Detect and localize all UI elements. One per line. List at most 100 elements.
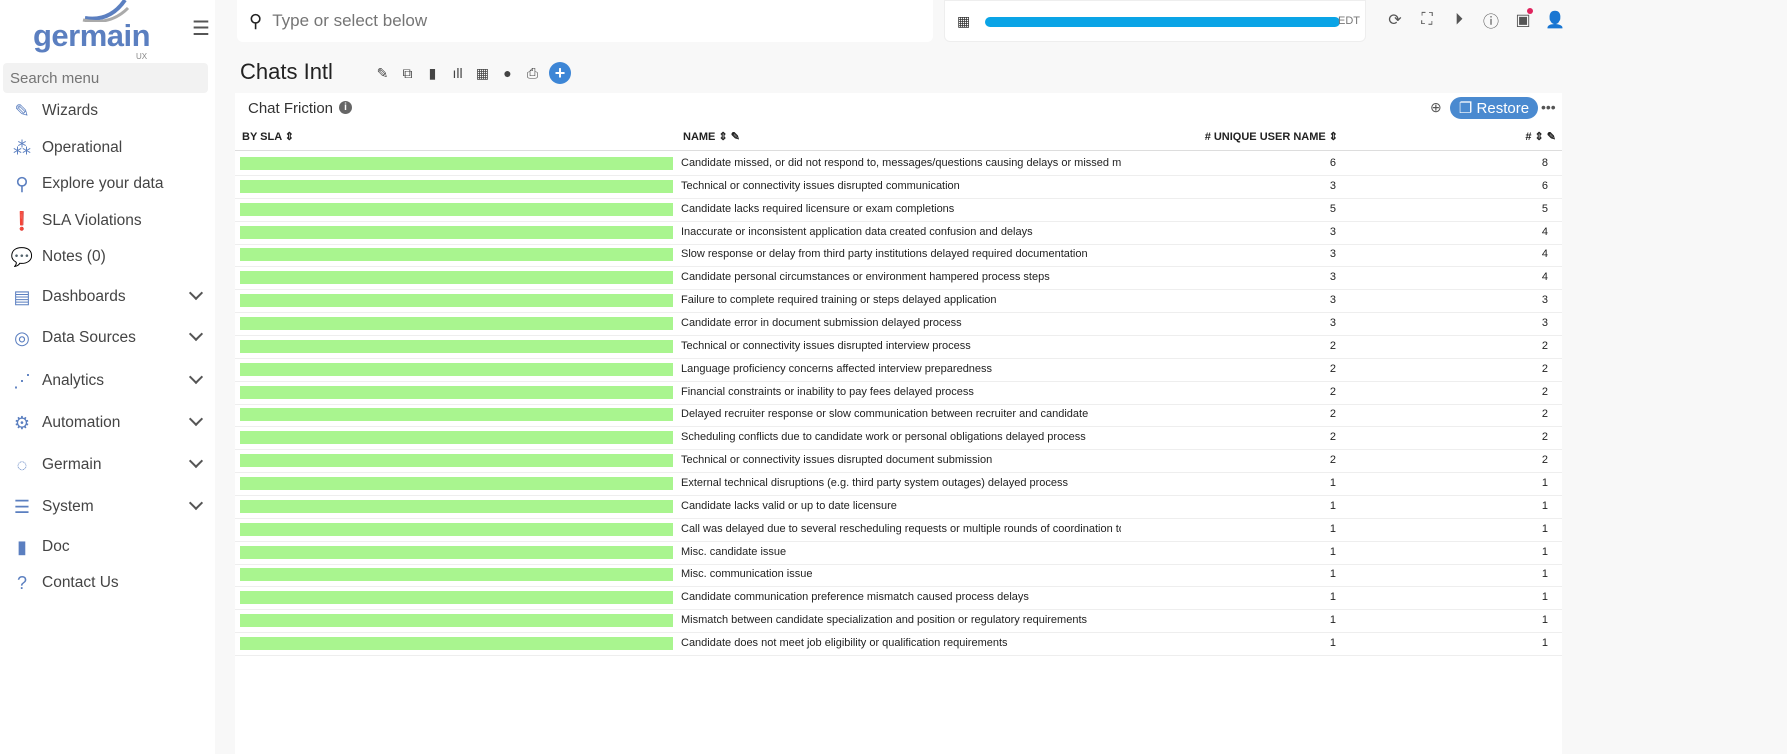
- table-row[interactable]: Candidate personal circumstances or envi…: [235, 267, 1562, 291]
- sidebar-item-germain[interactable]: ◌ Germain: [0, 448, 215, 482]
- calendar-icon[interactable]: ▦: [475, 64, 490, 81]
- page-title: Chats Intl: [240, 59, 333, 84]
- refresh-icon[interactable]: ⟳: [1388, 12, 1402, 29]
- table-row[interactable]: Candidate does not meet job eligibility …: [235, 633, 1562, 657]
- bookmark-icon[interactable]: ▮: [428, 64, 437, 81]
- chevron-down-icon[interactable]: [188, 369, 204, 385]
- table-row[interactable]: Failure to complete required training or…: [235, 290, 1562, 314]
- chevron-down-icon[interactable]: [188, 411, 204, 427]
- chevron-down-icon[interactable]: [188, 285, 204, 301]
- date-range-picker[interactable]: ▦ EDT: [944, 0, 1366, 42]
- table-row[interactable]: External technical disruptions (e.g. thi…: [235, 473, 1562, 497]
- table-row[interactable]: Scheduling conflicts due to candidate wo…: [235, 427, 1562, 451]
- table-row[interactable]: Slow response or delay from third party …: [235, 244, 1562, 268]
- table-row[interactable]: Mismatch between candidate specializatio…: [235, 610, 1562, 634]
- table-row[interactable]: Misc. communication issue 1 1: [235, 564, 1562, 588]
- germain-logo[interactable]: germain UX: [30, 0, 160, 61]
- fullscreen-icon[interactable]: ⛶: [1421, 11, 1433, 28]
- sla-bar: [240, 477, 673, 491]
- sidebar-item-system[interactable]: ☰ System: [0, 490, 215, 524]
- logo-subtext: UX: [136, 52, 148, 61]
- info-icon[interactable]: i: [339, 101, 352, 114]
- column-header-by-sla[interactable]: BY SLA ⇕: [242, 131, 295, 143]
- table-row[interactable]: Candidate communication preference misma…: [235, 587, 1562, 611]
- chevron-down-icon[interactable]: [188, 326, 204, 342]
- user-icon[interactable]: 👤: [1545, 12, 1565, 29]
- hamburger-menu-icon[interactable]: ☰: [192, 18, 210, 40]
- sidebar-item-explore-your-data[interactable]: ⚲ Explore your data: [0, 167, 215, 201]
- sidebar-item-contact-us[interactable]: ? Contact Us: [0, 566, 215, 600]
- sla-bar: [240, 157, 673, 170]
- unique-user-count-cell: 2: [1329, 362, 1336, 375]
- logo-text: germain: [33, 18, 151, 53]
- table-row[interactable]: Technical or connectivity issues disrupt…: [235, 450, 1562, 474]
- zoom-in-icon[interactable]: ⊕: [1430, 99, 1442, 115]
- column-header-unique-user-name[interactable]: # UNIQUE USER NAME ⇕: [1204, 131, 1338, 143]
- table-row[interactable]: Candidate lacks valid or up to date lice…: [235, 496, 1562, 519]
- name-cell: Candidate missed, or did not respond to,…: [681, 157, 1121, 169]
- column-header-name[interactable]: NAME ⇕ ✎: [683, 131, 740, 143]
- info-icon[interactable]: ⓘ: [1482, 14, 1499, 31]
- unique-user-count-cell: 1: [1329, 591, 1336, 604]
- table-row[interactable]: Candidate error in document submission d…: [235, 313, 1562, 337]
- name-cell: Technical or connectivity issues disrupt…: [681, 339, 971, 352]
- count-cell: 1: [1541, 499, 1548, 512]
- sla-bar: [240, 317, 673, 331]
- book-icon: ▮: [17, 536, 27, 557]
- table-row[interactable]: Candidate lacks required licensure or ex…: [235, 199, 1562, 222]
- table-row[interactable]: Call was delayed due to several reschedu…: [235, 519, 1562, 542]
- sidebar-item-automation[interactable]: ⚙ Automation: [0, 406, 215, 440]
- edit-icon[interactable]: ✎: [376, 64, 389, 81]
- unique-user-count-cell: 1: [1329, 499, 1336, 512]
- sidebar-item-label: Contact Us: [42, 574, 119, 591]
- table-row[interactable]: Delayed recruiter response or slow commu…: [235, 404, 1562, 428]
- signal-icon[interactable]: ıll: [452, 65, 463, 81]
- copy-icon[interactable]: ⧉: [402, 64, 413, 81]
- table-row[interactable]: Technical or connectivity issues disrupt…: [235, 176, 1562, 199]
- gear-icon: ⚙: [13, 412, 31, 433]
- table-row[interactable]: Candidate missed, or did not respond to,…: [235, 153, 1562, 176]
- unique-user-count-cell: 1: [1329, 477, 1336, 490]
- global-search[interactable]: ⚲: [237, 0, 933, 42]
- table-row[interactable]: Financial constraints or inability to pa…: [235, 382, 1562, 405]
- table-row[interactable]: Inaccurate or inconsistent application d…: [235, 222, 1562, 245]
- column-header-count[interactable]: # ⇕ ✎: [1525, 131, 1556, 143]
- sidebar-item-label: System: [42, 498, 94, 515]
- restore-button[interactable]: ❐ Restore: [1450, 97, 1538, 119]
- name-cell: Failure to complete required training or…: [681, 294, 997, 307]
- sidebar-item-analytics[interactable]: ⋰ Analytics: [0, 364, 215, 398]
- comment-icon[interactable]: ●: [503, 65, 512, 81]
- print-icon[interactable]: ⎙: [526, 64, 539, 81]
- unique-user-count-cell: 2: [1329, 385, 1336, 398]
- sla-bar: [240, 522, 673, 536]
- table-row[interactable]: Language proficiency concerns affected i…: [235, 359, 1562, 382]
- count-cell: 4: [1541, 271, 1548, 284]
- sidebar-item-wizards[interactable]: ✎ Wizards: [0, 94, 215, 128]
- sidebar-item-sla-violations[interactable]: ❗ SLA Violations: [0, 204, 215, 238]
- restore-label: Restore: [1476, 100, 1530, 117]
- count-cell: 1: [1541, 591, 1548, 604]
- sidebar-item-dashboards[interactable]: ▤ Dashboards: [0, 280, 215, 314]
- more-icon[interactable]: •••: [1541, 99, 1556, 115]
- sidebar-item-doc[interactable]: ▮ Doc: [0, 530, 215, 564]
- search-menu-input[interactable]: [3, 63, 208, 93]
- global-search-input[interactable]: [272, 11, 873, 31]
- sitemap-icon: ⁂: [13, 137, 31, 158]
- sla-bar: [240, 362, 673, 376]
- chevron-down-icon[interactable]: [188, 495, 204, 511]
- inbox-icon[interactable]: ▣: [1513, 8, 1533, 30]
- add-icon[interactable]: +: [549, 62, 571, 84]
- sidebar-item-label: Data Sources: [42, 329, 136, 346]
- play-icon[interactable]: ⏵: [1454, 11, 1463, 28]
- sidebar-item-notes[interactable]: 💬 Notes (0): [0, 240, 215, 274]
- sidebar-item-operational[interactable]: ⁂ Operational: [0, 131, 215, 165]
- sla-bar: [240, 568, 673, 582]
- chevron-down-icon[interactable]: [188, 453, 204, 469]
- sidebar-item-data-sources[interactable]: ◎ Data Sources: [0, 321, 215, 355]
- table-row[interactable]: Technical or connectivity issues disrupt…: [235, 336, 1562, 359]
- sla-bar: [240, 591, 673, 605]
- sla-bar: [240, 179, 673, 193]
- sla-bar: [240, 408, 673, 422]
- table-row[interactable]: Misc. candidate issue 1 1: [235, 542, 1562, 565]
- name-cell: External technical disruptions (e.g. thi…: [681, 477, 1069, 490]
